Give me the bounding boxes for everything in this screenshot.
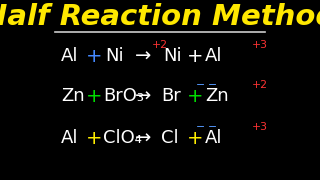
Text: Al: Al bbox=[61, 48, 79, 66]
Text: −: − bbox=[208, 80, 217, 90]
Text: Al: Al bbox=[205, 48, 223, 66]
Text: −: − bbox=[208, 122, 217, 132]
Text: Al: Al bbox=[61, 129, 79, 147]
Text: +: + bbox=[86, 87, 102, 106]
Text: Al: Al bbox=[205, 129, 223, 147]
Text: →: → bbox=[135, 129, 152, 148]
Text: +: + bbox=[86, 129, 102, 148]
Text: +2: +2 bbox=[252, 80, 268, 90]
Text: +: + bbox=[187, 129, 203, 148]
Text: Zn: Zn bbox=[61, 87, 85, 105]
Text: Ni: Ni bbox=[105, 48, 124, 66]
Text: +3: +3 bbox=[252, 40, 268, 50]
Text: Ni: Ni bbox=[163, 48, 182, 66]
Text: BrO₃: BrO₃ bbox=[103, 87, 144, 105]
Text: −: − bbox=[196, 80, 205, 90]
Text: →: → bbox=[135, 47, 152, 66]
Text: ClO₄: ClO₄ bbox=[103, 129, 142, 147]
Text: +: + bbox=[86, 47, 102, 66]
Text: →: → bbox=[135, 87, 152, 106]
Text: Half Reaction Method: Half Reaction Method bbox=[0, 3, 320, 31]
Text: +3: +3 bbox=[252, 122, 268, 132]
Text: +: + bbox=[187, 47, 203, 66]
Text: Cl: Cl bbox=[161, 129, 179, 147]
Text: Zn: Zn bbox=[205, 87, 229, 105]
Text: −: − bbox=[196, 122, 205, 132]
Text: +: + bbox=[187, 87, 203, 106]
Text: +2: +2 bbox=[152, 40, 168, 50]
Text: Br: Br bbox=[161, 87, 181, 105]
